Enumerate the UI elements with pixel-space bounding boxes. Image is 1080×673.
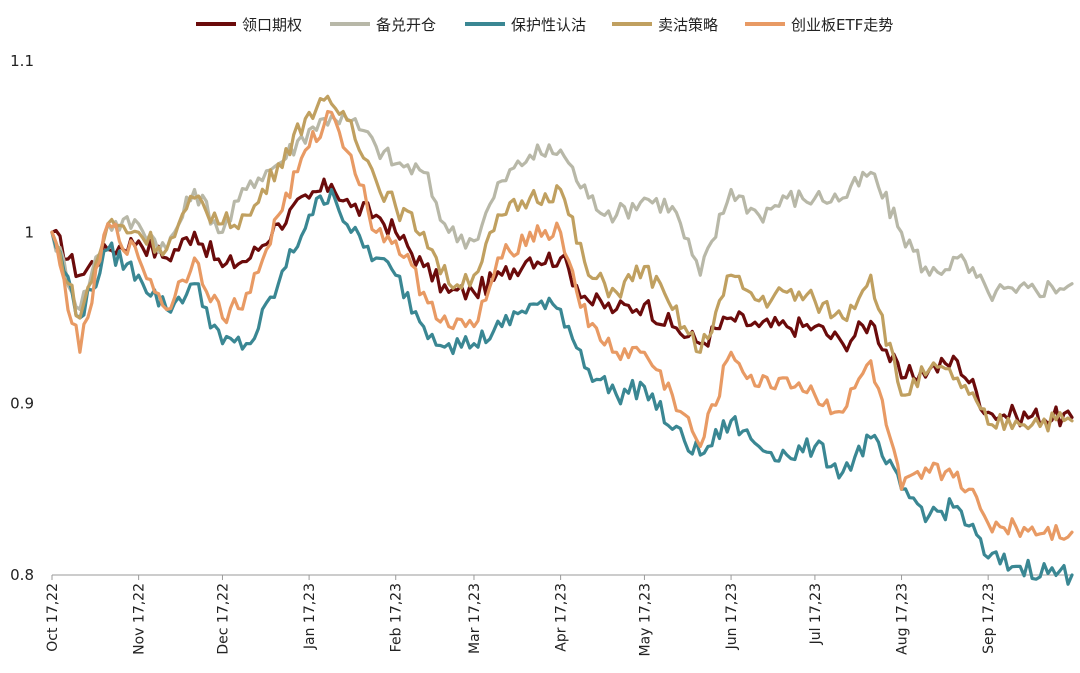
x-tick-label: Jan 17,23: [302, 583, 318, 650]
x-tick-label: Nov 17,22: [132, 583, 148, 655]
y-tick-label: 0.8: [10, 566, 34, 584]
x-tick-label: Aug 17,23: [895, 583, 911, 655]
y-tick-label: 0.9: [10, 395, 34, 413]
plot-area: [50, 94, 1074, 586]
series-line-0: [50, 177, 1074, 428]
series-line-3: [50, 94, 1074, 433]
series-line-1: [50, 111, 1074, 311]
legend-label: 领口期权: [242, 16, 302, 34]
x-tick-label: Jun 17,23: [724, 583, 740, 650]
x-tick-label: Mar 17,23: [467, 583, 483, 654]
y-tick-label: 1.1: [10, 52, 34, 70]
x-tick-label: Oct 17,22: [45, 583, 61, 652]
legend-label: 卖沽策略: [658, 16, 718, 34]
legend-label: 保护性认沽: [511, 16, 586, 34]
legend-label: 备兑开仓: [376, 16, 436, 34]
chart-legend: 领口期权 备兑开仓 保护性认沽 卖沽策略 创业板ETF走势: [196, 16, 893, 34]
x-tick-label: Sep 17,23: [981, 583, 997, 654]
x-axis: Oct 17,22 Nov 17,22 Dec 17,22 Jan 17,23 Feb …: [45, 574, 1072, 656]
x-tick-label: Feb 17,23: [389, 583, 405, 652]
x-tick-label: May 17,23: [637, 583, 653, 656]
y-tick-label: 1: [24, 223, 34, 241]
series-line-4: [50, 109, 1074, 541]
x-tick-label: Apr 17,23: [554, 583, 570, 652]
x-tick-label: Dec 17,22: [215, 583, 231, 655]
legend-label: 创业板ETF走势: [791, 16, 893, 34]
x-tick-label: Jul 17,23: [808, 583, 824, 645]
y-axis: 0.8 0.9 1 1.1: [10, 52, 34, 584]
